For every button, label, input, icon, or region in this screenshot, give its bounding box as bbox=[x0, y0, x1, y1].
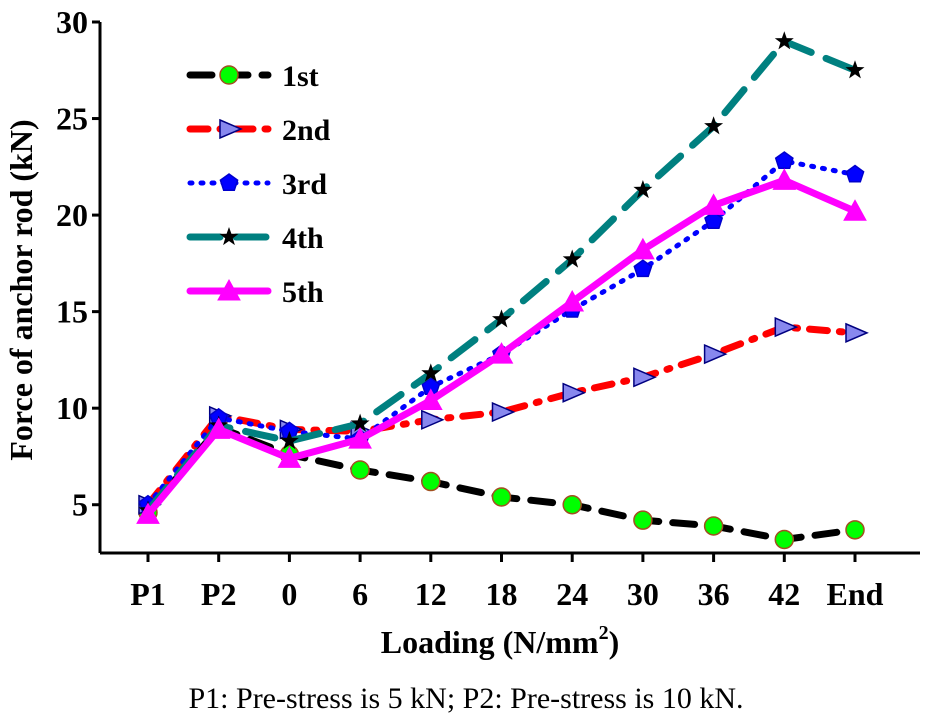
marker-circle bbox=[633, 510, 653, 530]
x-tick-label: End bbox=[827, 576, 884, 612]
marker-triangle-up bbox=[560, 289, 585, 312]
marker-pentagon bbox=[704, 210, 724, 229]
marker-circle bbox=[562, 494, 582, 515]
marker-circle bbox=[491, 487, 512, 507]
x-tick-label: 6 bbox=[352, 576, 368, 612]
marker-triangle-up bbox=[136, 502, 160, 524]
y-tick-label: 30 bbox=[56, 4, 88, 40]
series-line bbox=[145, 158, 858, 508]
legend-label: 2nd bbox=[282, 114, 331, 147]
marker-triangle-right bbox=[562, 382, 587, 403]
y-tick-label: 15 bbox=[56, 294, 88, 330]
y-axis-label: Force of anchor rod (kN) bbox=[3, 119, 39, 460]
x-tick-label: 24 bbox=[556, 576, 588, 612]
marker-star bbox=[350, 413, 370, 432]
marker-triangle-right bbox=[703, 343, 728, 365]
marker-star bbox=[562, 249, 582, 268]
marker-star bbox=[492, 309, 511, 328]
marker-pentagon bbox=[633, 259, 653, 278]
marker-pentagon bbox=[845, 164, 865, 183]
legend: 1st 2nd 3rd 4th 5th bbox=[186, 60, 331, 309]
x-tick-label: 30 bbox=[627, 576, 659, 612]
marker-triangle-up bbox=[217, 278, 241, 301]
marker-triangle-up bbox=[418, 388, 443, 410]
marker-triangle-up bbox=[489, 342, 514, 364]
x-axis-label-main: Loading (N/mm bbox=[381, 624, 599, 660]
legend-label: 1st bbox=[282, 60, 319, 93]
series-5th bbox=[136, 168, 867, 524]
marker-star bbox=[774, 31, 794, 50]
marker-triangle-up bbox=[701, 193, 726, 215]
marker-triangle-right bbox=[219, 118, 243, 140]
marker-triangle-up bbox=[631, 237, 655, 260]
marker-star bbox=[633, 180, 653, 199]
marker-star bbox=[704, 116, 724, 135]
x-tick-label: 0 bbox=[281, 576, 297, 612]
legend-item: 2nd bbox=[186, 114, 331, 147]
marker-pentagon bbox=[219, 173, 239, 192]
x-tick-label: 12 bbox=[415, 576, 447, 612]
series-4th bbox=[138, 31, 865, 519]
x-tick-label: 36 bbox=[698, 576, 730, 612]
x-axis-label-sup: 2 bbox=[599, 622, 609, 644]
y-tick-label: 5 bbox=[72, 487, 88, 523]
marker-triangle-right bbox=[491, 401, 516, 423]
marker-triangle-up bbox=[277, 446, 302, 468]
x-tick-label: 42 bbox=[768, 576, 800, 612]
legend-item: 4th bbox=[186, 222, 324, 255]
y-tick-label: 10 bbox=[56, 390, 88, 426]
marker-circle bbox=[703, 516, 724, 536]
x-axis-label: Loading (N/mm2) bbox=[381, 622, 619, 660]
marker-circle bbox=[219, 65, 239, 85]
y-tick-label: 25 bbox=[56, 101, 88, 137]
x-tick-label: P1 bbox=[130, 576, 166, 612]
marker-star bbox=[279, 431, 299, 450]
marker-triangle-up bbox=[348, 427, 372, 449]
marker-circle bbox=[845, 520, 865, 540]
marker-triangle-right bbox=[845, 322, 869, 344]
marker-circle bbox=[350, 460, 370, 480]
marker-star bbox=[219, 227, 239, 246]
marker-triangle-right bbox=[774, 316, 799, 338]
x-axis-label-end: ) bbox=[609, 624, 620, 660]
legend-label: 5th bbox=[282, 276, 324, 309]
marker-pentagon bbox=[774, 151, 794, 170]
marker-circle bbox=[421, 471, 441, 492]
legend-label: 3rd bbox=[282, 168, 327, 201]
y-tick-label: 20 bbox=[56, 197, 88, 233]
marker-triangle-right bbox=[421, 409, 445, 430]
legend-item: 5th bbox=[186, 276, 324, 309]
marker-triangle-right bbox=[633, 367, 657, 388]
x-tick-label: 18 bbox=[486, 576, 518, 612]
series-3rd bbox=[138, 151, 865, 513]
legend-label: 4th bbox=[282, 222, 324, 255]
x-tick-label: P2 bbox=[201, 576, 237, 612]
marker-star bbox=[421, 363, 441, 382]
legend-item: 1st bbox=[186, 60, 319, 93]
series-line bbox=[144, 323, 859, 509]
marker-triangle-up bbox=[843, 199, 867, 221]
marker-triangle-up bbox=[772, 168, 797, 190]
marker-star bbox=[845, 60, 865, 79]
footnote: P1: Pre-stress is 5 kN; P2: Pre-stress i… bbox=[188, 682, 743, 715]
legend-item: 3rd bbox=[187, 168, 327, 201]
marker-circle bbox=[774, 529, 795, 550]
marker-triangle-up bbox=[206, 417, 231, 439]
